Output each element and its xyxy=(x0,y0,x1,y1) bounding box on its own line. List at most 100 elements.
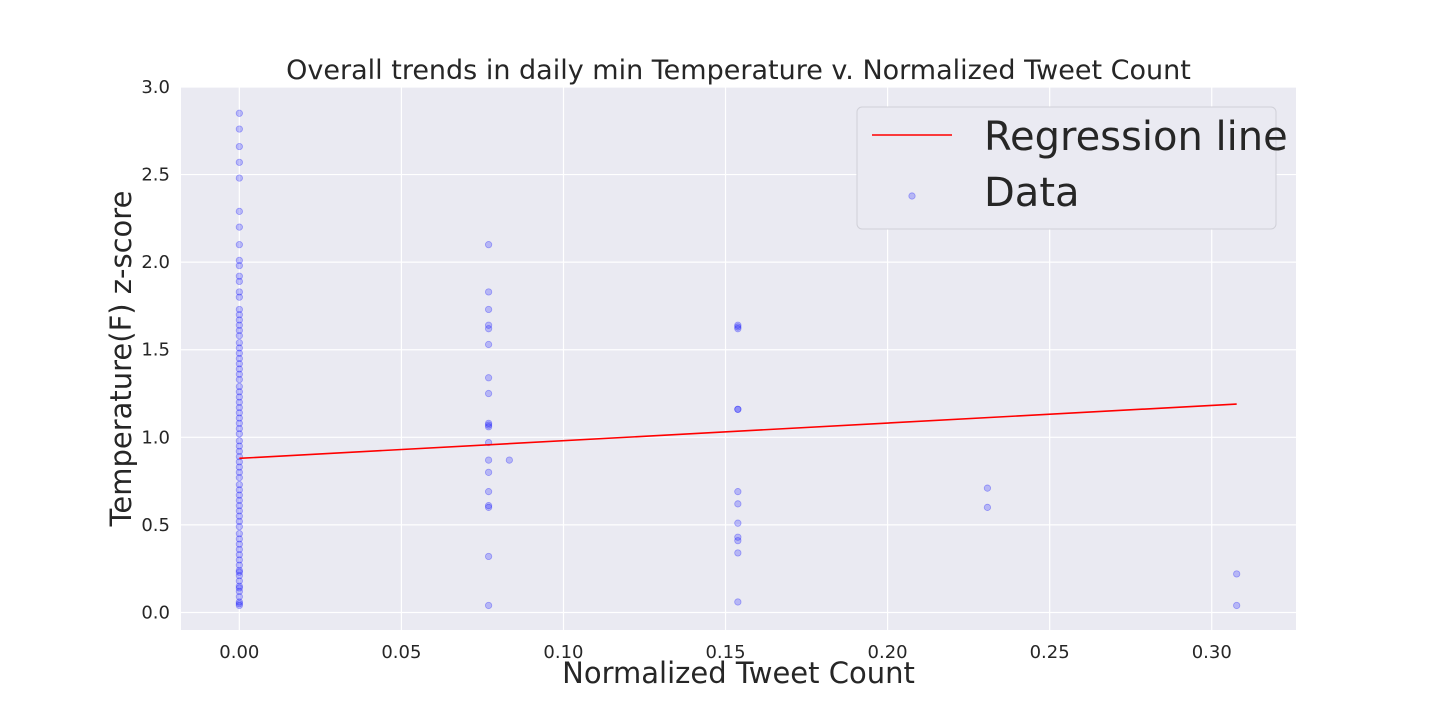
data-point xyxy=(235,414,243,422)
data-point xyxy=(734,533,742,541)
data-point xyxy=(235,109,243,117)
data-point xyxy=(1233,601,1241,610)
data-point xyxy=(235,598,243,606)
data-point xyxy=(235,223,243,231)
x-tick-label: 0.00 xyxy=(219,642,259,663)
data-point xyxy=(484,552,493,561)
legend: Regression line Data xyxy=(856,106,1288,230)
data-point xyxy=(734,405,742,413)
data-point xyxy=(235,398,243,406)
data-point xyxy=(734,325,742,333)
data-point xyxy=(484,340,493,349)
data-point xyxy=(235,463,243,471)
data-point xyxy=(235,577,243,585)
data-point xyxy=(484,374,493,382)
grid-lines xyxy=(181,86,1296,630)
data-point xyxy=(484,321,493,329)
data-point xyxy=(235,468,243,476)
data-point xyxy=(484,288,493,296)
data-point xyxy=(235,517,243,526)
data-point xyxy=(484,502,493,510)
data-point xyxy=(235,535,243,543)
data-point xyxy=(734,323,742,331)
x-axis-label: Normalized Tweet Count xyxy=(562,656,915,690)
data-point xyxy=(484,389,493,398)
data-point xyxy=(235,507,243,515)
chart-title: Overall trends in daily min Temperature … xyxy=(286,55,1191,86)
y-tick-label: 1.5 xyxy=(141,340,170,361)
data-point xyxy=(235,321,243,329)
data-point xyxy=(235,272,243,280)
data-point xyxy=(235,561,243,569)
data-point xyxy=(235,316,243,324)
data-point xyxy=(235,256,243,265)
data-point xyxy=(235,393,243,401)
data-point xyxy=(235,409,243,417)
data-point xyxy=(983,503,992,511)
data-point xyxy=(235,339,243,347)
y-tick-label: 0.0 xyxy=(141,602,170,623)
data-point xyxy=(235,424,243,433)
x-tick-label: 0.20 xyxy=(868,642,908,663)
data-point xyxy=(235,502,243,510)
data-point xyxy=(235,545,243,554)
data-point xyxy=(235,332,243,340)
data-point xyxy=(235,419,243,427)
data-point xyxy=(235,125,243,133)
data-point xyxy=(484,325,493,333)
x-tick-label: 0.30 xyxy=(1192,642,1232,663)
data-point xyxy=(235,311,243,319)
x-tick-label: 0.25 xyxy=(1030,642,1070,663)
data-point xyxy=(235,582,243,590)
data-point xyxy=(235,360,243,368)
data-point xyxy=(235,277,243,286)
data-point xyxy=(484,488,493,496)
data-point xyxy=(235,566,243,575)
data-point xyxy=(235,593,243,601)
x-tick-label: 0.15 xyxy=(705,642,745,663)
data-point xyxy=(235,530,243,538)
data-point xyxy=(235,442,243,450)
data-point xyxy=(235,241,243,249)
data-point xyxy=(235,293,243,301)
data-point xyxy=(734,549,742,557)
data-point xyxy=(235,600,243,608)
data-point xyxy=(484,421,493,429)
y-tick-label: 2.5 xyxy=(141,165,170,186)
data-point xyxy=(235,458,243,466)
data-point xyxy=(235,326,243,335)
data-point xyxy=(734,598,742,606)
data-point xyxy=(484,503,493,511)
y-axis-label: Temperature(F) z-score xyxy=(104,191,138,528)
data-point xyxy=(235,388,243,396)
data-point xyxy=(235,572,243,580)
data-point xyxy=(484,468,493,476)
data-point xyxy=(1233,570,1241,578)
legend-entry-data: Data xyxy=(984,170,1080,216)
data-point xyxy=(235,288,243,296)
data-point xyxy=(235,207,243,215)
y-tick-label: 2.0 xyxy=(141,252,170,273)
x-tick-label: 0.10 xyxy=(543,642,583,663)
data-points xyxy=(235,109,1241,610)
data-point xyxy=(235,382,243,391)
y-tick-label: 1.0 xyxy=(141,427,170,448)
y-tick-label: 3.0 xyxy=(141,77,170,98)
data-point xyxy=(734,537,742,545)
data-point xyxy=(235,584,243,592)
legend-entry-regression: Regression line xyxy=(984,114,1288,160)
data-point xyxy=(734,519,742,527)
data-point xyxy=(235,496,243,504)
data-point xyxy=(235,437,243,445)
y-axis-ticks: 0.0 0.5 1.0 1.5 2.0 2.5 3.0 xyxy=(141,77,170,623)
regression-line xyxy=(239,403,1237,460)
data-point xyxy=(235,354,243,363)
data-point xyxy=(235,587,243,596)
data-point xyxy=(235,568,243,576)
data-point xyxy=(235,305,243,314)
data-point xyxy=(235,556,243,564)
data-point xyxy=(235,512,243,520)
legend-dot-swatch xyxy=(908,192,916,200)
data-point xyxy=(734,321,742,329)
